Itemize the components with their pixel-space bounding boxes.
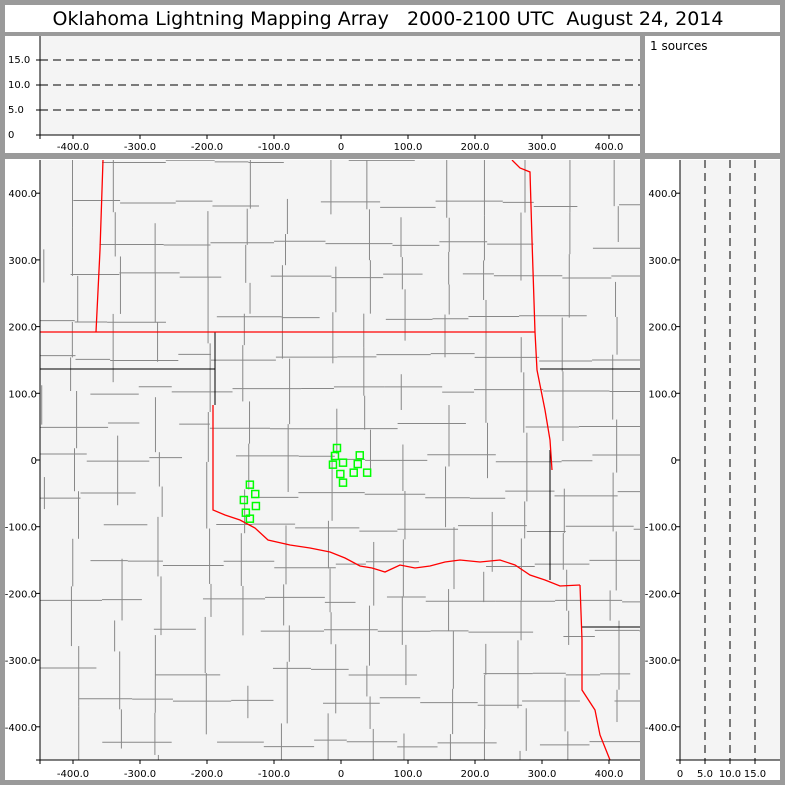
station-marker — [332, 443, 342, 453]
x-tick-label: -400.0 — [57, 769, 89, 780]
station-marker — [328, 460, 338, 469]
oklahoma-east-border — [534, 331, 553, 471]
state-borders-red — [40, 160, 611, 760]
station-marker — [245, 480, 255, 489]
station-marker — [239, 495, 249, 505]
x-tick-label: -400.0 — [57, 142, 89, 153]
x-tick-label: 200.0 — [461, 142, 490, 153]
state-borders-black — [40, 332, 640, 628]
y-tick-label: -400.0 — [5, 723, 37, 734]
station-marker — [336, 469, 345, 479]
y-tick-label: -300.0 — [5, 656, 37, 667]
x-tick-label: 0 — [677, 769, 683, 780]
station-marker — [250, 489, 260, 499]
altitude-ns-plot: 0 5.0 10.0 15.0 400.0 300.0 200.0 100.0 0 -100.0 -… — [645, 160, 780, 780]
y-tick-label: 15.0 — [8, 55, 30, 66]
altitude-ew-plot: 0 5.0 10.0 15.0 -400.0 -300.0 -200.0 -100.0 0 100… — [8, 36, 640, 153]
y-tick-label: 100.0 — [8, 389, 37, 400]
x-tick-label: 0 — [338, 142, 344, 153]
x-tick-label: 15.0 — [744, 769, 766, 780]
y-tick-label: 0 — [671, 456, 677, 467]
station-marker — [349, 468, 358, 477]
title-bar — [5, 5, 780, 32]
state-border — [511, 160, 536, 333]
y-tick-label: 400.0 — [648, 189, 677, 200]
state-border — [95, 160, 104, 333]
y-tick-label: 200.0 — [648, 323, 677, 334]
chart-title: Oklahoma Lightning Mapping Array 2000-21… — [53, 8, 724, 30]
y-tick-label: 0 — [31, 456, 37, 467]
x-tick-label: 400.0 — [595, 769, 624, 780]
legend-panel — [645, 36, 780, 153]
station-marker — [338, 458, 348, 467]
x-tick-label: 400.0 — [595, 142, 624, 153]
x-tick-label: 100.0 — [394, 769, 423, 780]
source-count: 1 sources — [650, 39, 708, 53]
station-marker — [338, 478, 348, 487]
y-tick-label: -300.0 — [645, 656, 677, 667]
y-tick-label: 400.0 — [8, 189, 37, 200]
y-tick-label: -100.0 — [645, 523, 677, 534]
x-tick-label: -200.0 — [191, 769, 223, 780]
x-tick-label: 200.0 — [461, 769, 490, 780]
x-tick-label: -100.0 — [258, 142, 290, 153]
county-boundaries — [40, 160, 640, 760]
x-tick-label: 0 — [338, 769, 344, 780]
x-tick-label: -300.0 — [124, 142, 156, 153]
y-tick-label: 300.0 — [648, 256, 677, 267]
y-tick-label: -200.0 — [645, 589, 677, 600]
y-tick-label: -100.0 — [5, 523, 37, 534]
x-tick-label: 300.0 — [528, 142, 557, 153]
y-tick-label: 300.0 — [8, 256, 37, 267]
y-tick-label: 100.0 — [648, 389, 677, 400]
station-marker — [330, 451, 340, 461]
station-marker — [355, 451, 365, 460]
x-tick-label: 10.0 — [719, 769, 741, 780]
y-tick-label: 10.0 — [8, 80, 30, 91]
station-marker — [251, 501, 261, 511]
y-tick-label: 200.0 — [8, 323, 37, 334]
x-tick-label: 300.0 — [528, 769, 557, 780]
red-river-border — [212, 405, 581, 587]
x-tick-label: 100.0 — [394, 142, 423, 153]
y-tick-label: -400.0 — [645, 723, 677, 734]
x-tick-label: -100.0 — [258, 769, 290, 780]
station-marker — [362, 468, 372, 477]
map-layers — [40, 160, 640, 760]
texas-border — [579, 584, 611, 760]
y-tick-label: 0 — [8, 130, 14, 141]
y-tick-label: 5.0 — [8, 105, 24, 116]
station-marker — [353, 459, 362, 469]
x-tick-label: -200.0 — [191, 142, 223, 153]
x-tick-label: 5.0 — [697, 769, 713, 780]
x-tick-label: -300.0 — [124, 769, 156, 780]
plan-view-plot: 400.0 300.0 200.0 100.0 0 -100.0 -200.0 -300.0 -… — [5, 160, 640, 780]
y-tick-label: -200.0 — [5, 589, 37, 600]
station-marker — [245, 514, 255, 523]
